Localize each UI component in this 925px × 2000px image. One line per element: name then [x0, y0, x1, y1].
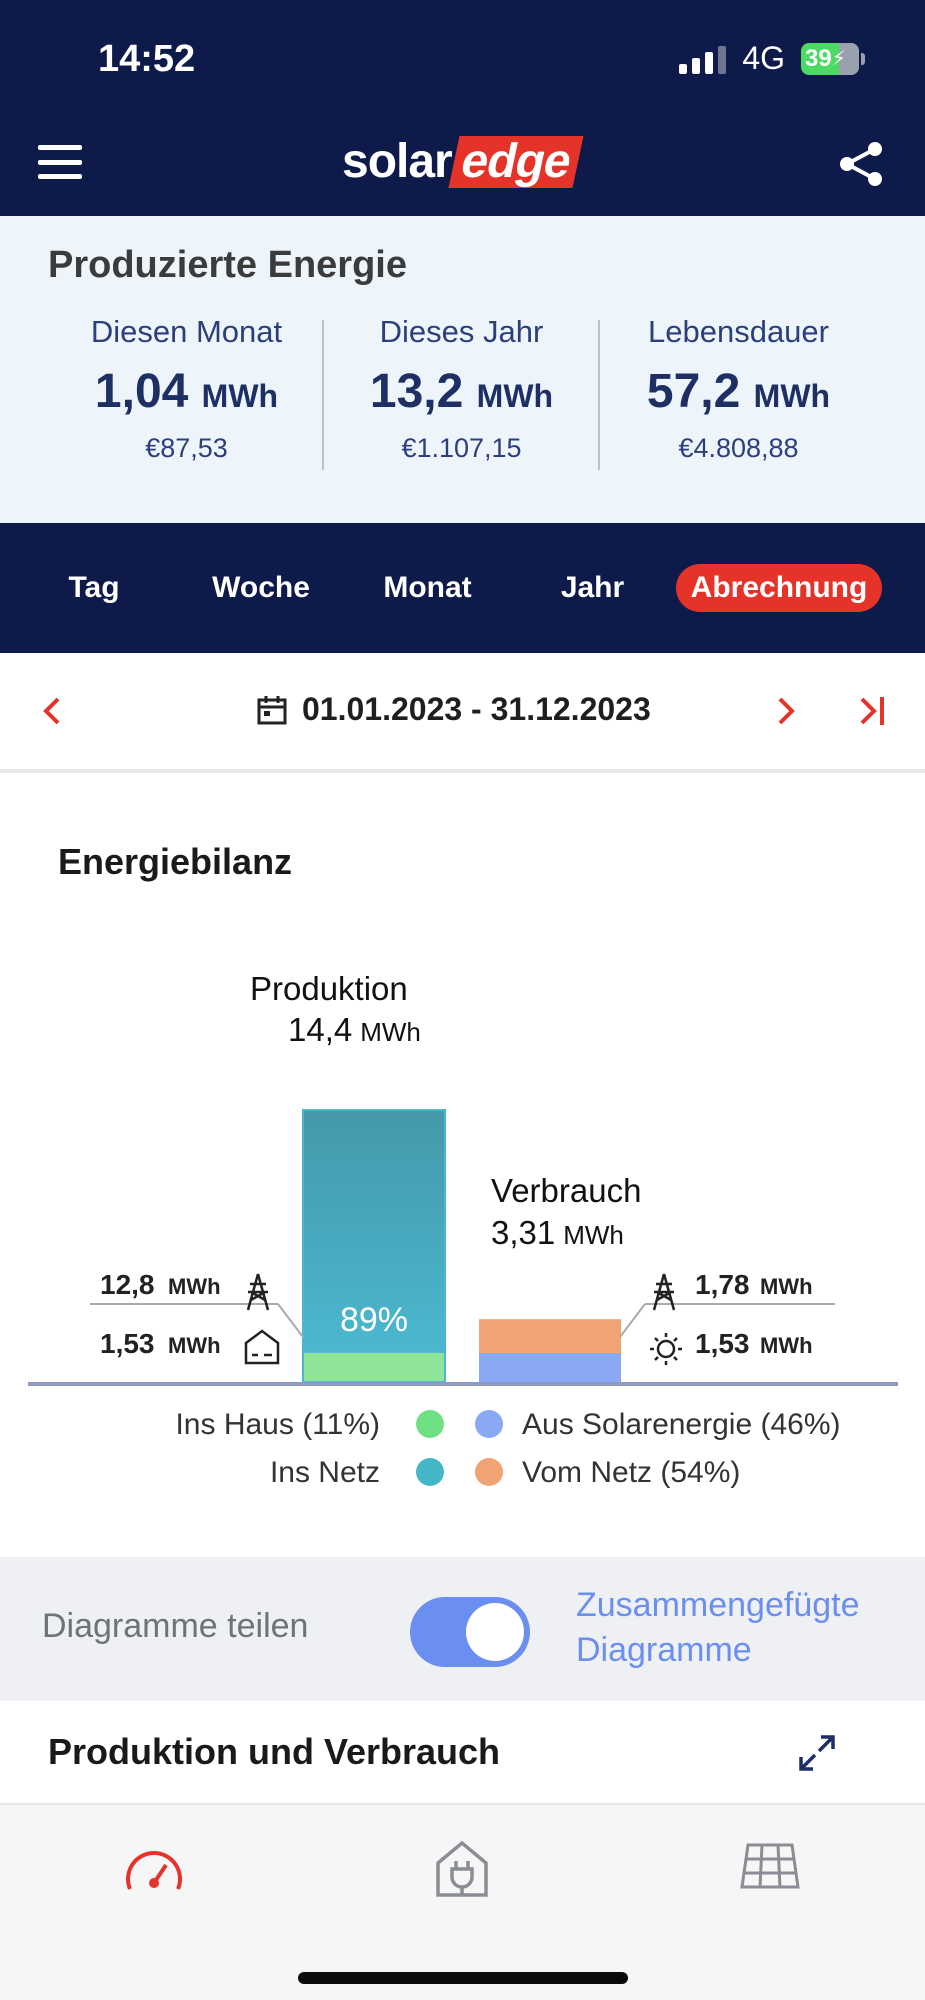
status-icons: 4G 39 ⚡	[679, 40, 865, 77]
energy-balance-card: Energiebilanz Produktion 14,4 MWh Verbrau…	[0, 777, 925, 1557]
solar-panel-icon[interactable]	[738, 1839, 802, 1899]
menu-icon[interactable]	[38, 145, 82, 179]
share-icon[interactable]	[837, 140, 885, 188]
period-tabs: Tag Woche Monat Jahr Abrechnung	[0, 523, 925, 653]
grid-export-value: 12,8	[100, 1269, 155, 1300]
grid-import-value: 1,78	[695, 1269, 750, 1300]
divider	[322, 320, 324, 470]
dashboard-icon[interactable]	[122, 1839, 186, 1899]
split-charts-row: Diagramme teilen Zusammengefügte Diagramm…	[0, 1557, 925, 1701]
date-navigation: 01.01.2023 - 31.12.2023	[0, 653, 925, 773]
power-tower-icon	[246, 1273, 270, 1311]
section-title: Produktion und Verbrauch	[48, 1731, 501, 1772]
legend-label: Aus Solarenergie (46%)	[522, 1408, 841, 1441]
unit-label: MWh	[760, 1274, 813, 1299]
bar-title: Verbrauch	[491, 1172, 641, 1209]
solaredge-logo: solar edge	[342, 134, 584, 189]
bar-total: 3,31	[491, 1214, 555, 1251]
legend-swatch	[416, 1410, 444, 1438]
divider	[598, 320, 600, 470]
legend-swatch	[416, 1458, 444, 1486]
legend-swatch	[475, 1410, 503, 1438]
legend-swatch	[475, 1458, 503, 1486]
calendar-icon	[257, 695, 287, 724]
network-type: 4G	[742, 40, 785, 76]
merged-charts-link[interactable]: Zusammengefügte Diagramme	[576, 1586, 860, 1669]
date-range-text: 01.01.2023 - 31.12.2023	[302, 691, 651, 727]
tab-year[interactable]: Jahr	[560, 571, 625, 604]
tab-month[interactable]: Monat	[383, 571, 472, 604]
production-consumption-section: Produktion und Verbrauch	[0, 1701, 925, 1805]
chart-title: Energiebilanz	[58, 841, 293, 882]
energy-lifetime: Lebensdauer 57,2 MWh €4.808,88	[646, 314, 831, 463]
tab-day[interactable]: Tag	[68, 571, 120, 604]
produced-energy-panel: Produzierte Energie Diesen Monat 1,04 MW…	[0, 216, 925, 523]
tab-billing[interactable]: Abrechnung	[676, 564, 882, 612]
tab-week[interactable]: Woche	[212, 571, 310, 604]
legend-label: Ins Haus (11%)	[175, 1408, 380, 1441]
bar-unit: MWh	[360, 1017, 421, 1047]
app-header: solar edge	[0, 110, 925, 216]
bar-segment-ins-netz	[303, 1110, 445, 1353]
bar-unit: MWh	[563, 1220, 624, 1250]
power-tower-icon	[652, 1273, 676, 1311]
skip-to-end-icon[interactable]	[852, 691, 892, 731]
house-icon	[244, 1329, 280, 1365]
bar-segment-vom-netz	[479, 1319, 621, 1353]
chevron-right-icon[interactable]	[770, 691, 800, 731]
expand-icon[interactable]	[797, 1733, 837, 1773]
unit-label: MWh	[168, 1333, 221, 1358]
unit-label: MWh	[760, 1333, 813, 1358]
energy-month: Diesen Monat 1,04 MWh €87,53	[90, 314, 283, 463]
bar-segment-aus-solarenergie	[479, 1352, 621, 1382]
home-indicator	[298, 1972, 628, 1984]
bar-title: Produktion	[250, 970, 408, 1007]
clock: 14:52	[98, 38, 196, 80]
bar-total: 14,4	[288, 1011, 352, 1048]
energy-balance-chart: Produktion 14,4 MWh Verbrauch 3,31 MWh 89%…	[28, 970, 898, 1489]
bottom-navigation	[0, 1805, 925, 2000]
ev-charger-icon[interactable]	[430, 1839, 494, 1899]
signal-icon	[679, 44, 727, 74]
status-bar: 14:52 4G 39 ⚡	[0, 0, 925, 110]
sun-icon	[650, 1333, 682, 1365]
chevron-left-icon[interactable]	[38, 691, 68, 731]
battery-icon: 39 ⚡	[801, 42, 865, 75]
bar-segment-ins-haus	[303, 1352, 445, 1382]
panel-title: Produzierte Energie	[48, 244, 407, 286]
energy-year: Dieses Jahr 13,2 MWh €1.107,15	[369, 314, 554, 463]
legend-label: Vom Netz (54%)	[522, 1456, 740, 1489]
bars-layer	[302, 1109, 621, 1383]
unit-label: MWh	[168, 1274, 221, 1299]
house-value: 1,53	[100, 1328, 155, 1359]
percent-label: 89%	[340, 1301, 408, 1339]
split-charts-toggle[interactable]	[410, 1597, 530, 1667]
date-range[interactable]: 01.01.2023 - 31.12.2023	[256, 691, 651, 728]
solar-used-value: 1,53	[695, 1328, 750, 1359]
split-charts-label: Diagramme teilen	[42, 1607, 309, 1645]
legend-label: Ins Netz	[270, 1456, 380, 1489]
battery-level: 39	[805, 44, 832, 72]
